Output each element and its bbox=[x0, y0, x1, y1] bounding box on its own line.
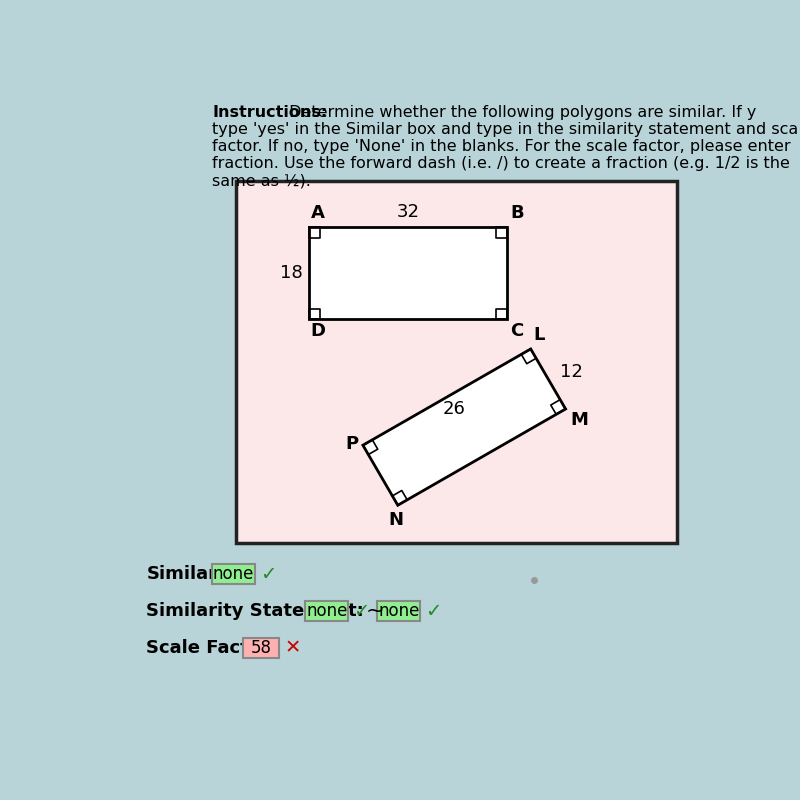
Text: ✕: ✕ bbox=[285, 638, 301, 658]
Text: Similar:: Similar: bbox=[146, 565, 225, 583]
Text: none: none bbox=[306, 602, 347, 620]
Text: ✓: ✓ bbox=[426, 602, 442, 621]
Text: 58: 58 bbox=[250, 639, 272, 657]
Text: ✓: ✓ bbox=[354, 602, 370, 621]
Text: 32: 32 bbox=[397, 202, 419, 221]
Text: B: B bbox=[510, 204, 524, 222]
Text: Instructions:: Instructions: bbox=[212, 106, 328, 120]
Text: N: N bbox=[389, 511, 404, 530]
Text: type 'yes' in the Similar box and type in the similarity statement and sca: type 'yes' in the Similar box and type i… bbox=[212, 122, 798, 137]
Text: none: none bbox=[378, 602, 419, 620]
Text: ~: ~ bbox=[366, 601, 385, 621]
Text: Determine whether the following polygons are similar. If y: Determine whether the following polygons… bbox=[285, 106, 757, 120]
Bar bbox=[243, 638, 279, 658]
Text: C: C bbox=[510, 322, 523, 340]
Text: Scale Factor:: Scale Factor: bbox=[146, 639, 278, 657]
Text: D: D bbox=[310, 322, 326, 340]
Text: ✓: ✓ bbox=[261, 565, 277, 584]
Text: A: A bbox=[310, 204, 325, 222]
Text: none: none bbox=[213, 565, 254, 583]
Text: 26: 26 bbox=[442, 400, 466, 418]
Bar bbox=[236, 181, 678, 542]
Bar bbox=[378, 601, 420, 621]
Text: fraction. Use the forward dash (i.e. /) to create a fraction (e.g. 1/2 is the: fraction. Use the forward dash (i.e. /) … bbox=[212, 156, 790, 171]
Bar bbox=[212, 564, 255, 584]
Bar bbox=[306, 601, 348, 621]
Text: factor. If no, type 'None' in the blanks. For the scale factor, please enter: factor. If no, type 'None' in the blanks… bbox=[212, 139, 791, 154]
Text: same as ½).: same as ½). bbox=[212, 173, 311, 188]
Text: M: M bbox=[570, 410, 588, 429]
Polygon shape bbox=[363, 349, 566, 506]
Text: 12: 12 bbox=[560, 363, 583, 381]
Text: Similarity Statement:: Similarity Statement: bbox=[146, 602, 364, 620]
Bar bbox=[310, 227, 507, 319]
Text: 18: 18 bbox=[280, 264, 303, 282]
Text: L: L bbox=[534, 326, 545, 344]
Text: P: P bbox=[345, 434, 358, 453]
